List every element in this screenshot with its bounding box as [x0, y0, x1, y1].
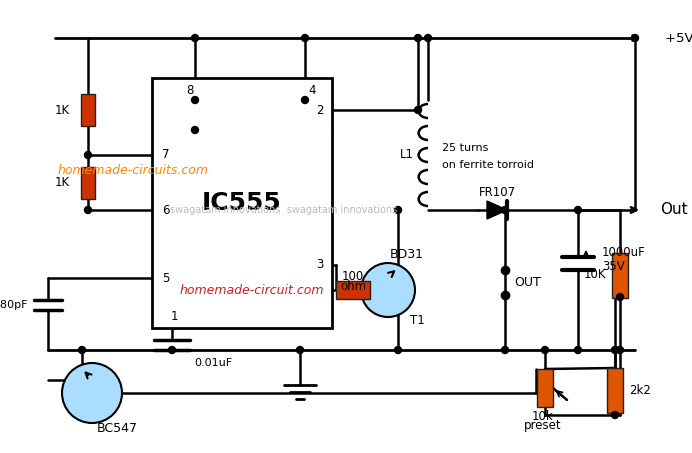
Text: Out: Out [660, 202, 688, 217]
Text: OUT: OUT [514, 275, 540, 289]
Text: swagatam innovations  swagatam innovations: swagatam innovations swagatam innovation… [170, 205, 397, 215]
Text: preset: preset [524, 419, 562, 433]
Text: 2k2: 2k2 [629, 384, 651, 396]
Text: 8: 8 [186, 83, 194, 96]
Circle shape [192, 126, 199, 134]
Text: 1K: 1K [55, 103, 70, 116]
Text: +5V to 12V: +5V to 12V [665, 32, 692, 44]
Text: 10K: 10K [583, 269, 606, 281]
Bar [537, 369, 553, 407]
Text: BC547: BC547 [97, 421, 138, 434]
Text: 1K: 1K [55, 177, 70, 189]
Circle shape [424, 34, 432, 42]
Circle shape [394, 347, 401, 353]
Circle shape [296, 347, 304, 353]
Circle shape [617, 347, 623, 353]
Text: 1: 1 [170, 309, 178, 323]
Text: T1: T1 [410, 313, 425, 327]
Circle shape [542, 347, 549, 353]
Circle shape [302, 96, 309, 103]
Text: IC555: IC555 [202, 191, 282, 215]
Bar [81, 167, 95, 199]
Text: ohm: ohm [340, 280, 366, 293]
Text: BD31: BD31 [390, 249, 424, 261]
Text: 1000uF: 1000uF [602, 246, 646, 260]
Text: 4: 4 [308, 83, 316, 96]
Circle shape [617, 294, 623, 300]
Circle shape [394, 207, 401, 213]
Text: on ferrite torroid: on ferrite torroid [442, 160, 534, 170]
Circle shape [502, 347, 509, 353]
Text: FR107: FR107 [478, 185, 516, 198]
Circle shape [415, 34, 421, 42]
Text: 25 turns: 25 turns [442, 143, 489, 153]
Text: 3: 3 [317, 259, 324, 271]
Text: 10k: 10k [532, 410, 554, 423]
Circle shape [84, 207, 91, 213]
Circle shape [574, 207, 581, 213]
Text: 680pF: 680pF [0, 300, 28, 310]
Circle shape [502, 207, 509, 213]
Bar [607, 367, 623, 413]
Text: L1: L1 [400, 149, 414, 162]
Bar [336, 281, 370, 299]
Circle shape [415, 106, 421, 114]
Circle shape [78, 347, 86, 353]
Text: 35V: 35V [602, 260, 625, 274]
Circle shape [192, 34, 199, 42]
Text: homemade-circuits.com: homemade-circuits.com [58, 164, 209, 177]
Circle shape [168, 347, 176, 353]
Bar [81, 94, 95, 126]
Polygon shape [487, 201, 507, 219]
Circle shape [632, 34, 639, 42]
Circle shape [574, 347, 581, 353]
Circle shape [302, 34, 309, 42]
Circle shape [62, 363, 122, 423]
Text: 7: 7 [162, 149, 170, 162]
Text: 2: 2 [316, 103, 324, 116]
Text: 5: 5 [162, 271, 170, 284]
Text: homemade-circuit.com: homemade-circuit.com [180, 284, 325, 297]
Text: 100: 100 [342, 270, 364, 283]
Bar [612, 252, 628, 298]
Bar [152, 78, 332, 328]
Text: 0.01uF: 0.01uF [194, 358, 232, 368]
Circle shape [361, 263, 415, 317]
Circle shape [84, 151, 91, 159]
Circle shape [192, 96, 199, 103]
Text: 6: 6 [162, 203, 170, 217]
Circle shape [612, 411, 619, 419]
Circle shape [612, 347, 619, 353]
